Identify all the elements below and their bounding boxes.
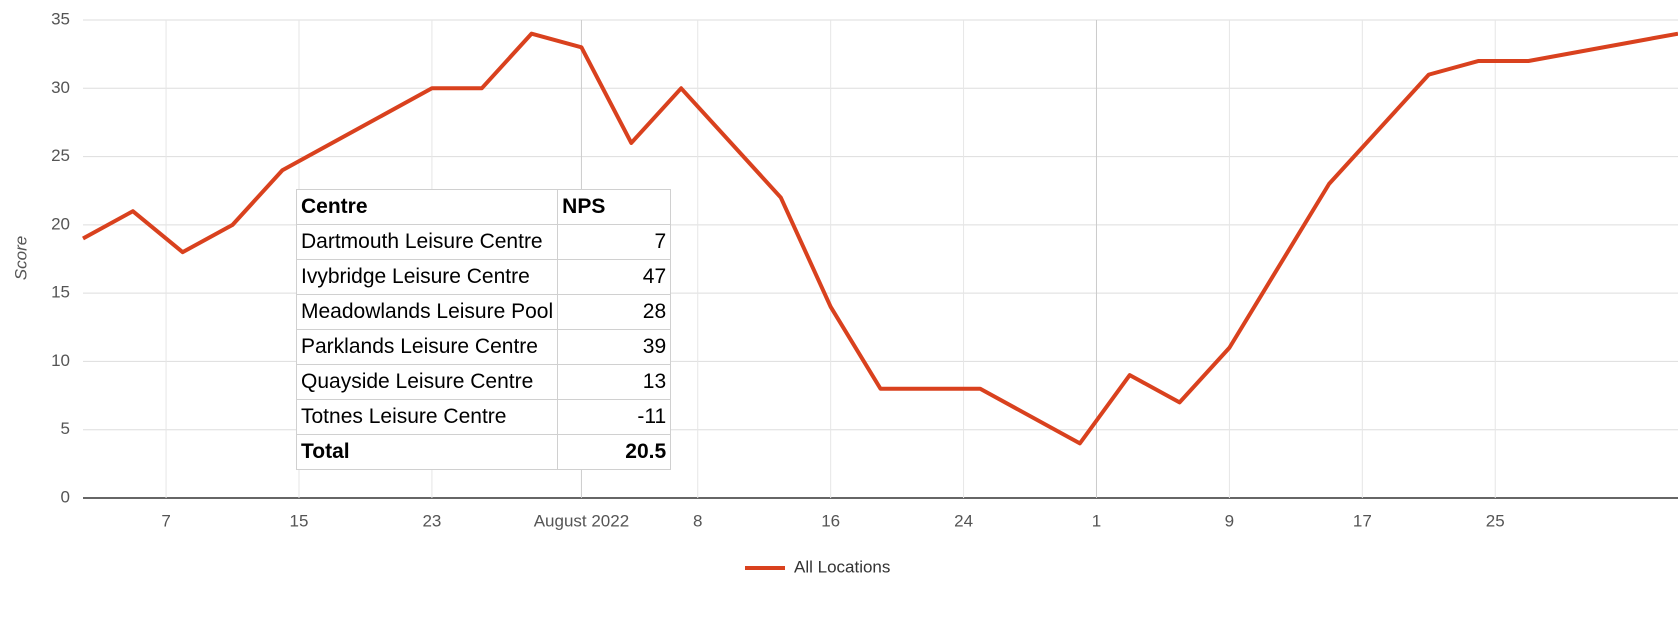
y-tick-label: 20 (51, 214, 70, 233)
y-tick-label: 35 (51, 9, 70, 28)
table-cell: 13 (557, 364, 672, 400)
table-cell: Centre (295, 189, 559, 225)
table-cell: -11 (557, 399, 672, 435)
x-tick-label: 24 (954, 511, 973, 530)
table-cell: 28 (557, 294, 672, 330)
table-cell: Dartmouth Leisure Centre (295, 224, 559, 260)
table-row: Totnes Leisure Centre -11 (295, 399, 672, 435)
table-cell: 39 (557, 329, 672, 365)
table-row: Quayside Leisure Centre 13 (295, 364, 672, 400)
table-cell: Quayside Leisure Centre (295, 364, 559, 400)
y-tick-label: 0 (61, 487, 70, 506)
table-cell: 7 (557, 224, 672, 260)
table-row: Total 20.5 (295, 434, 672, 470)
y-tick-label: 10 (51, 351, 70, 370)
table-cell: Ivybridge Leisure Centre (295, 259, 559, 295)
table-row: Centre NPS (295, 189, 672, 225)
table-cell: Totnes Leisure Centre (295, 399, 559, 435)
legend-label: All Locations (794, 557, 890, 576)
y-tick-label: 5 (61, 419, 70, 438)
table-cell: Parklands Leisure Centre (295, 329, 559, 365)
table-cell: Meadowlands Leisure Pool (295, 294, 559, 330)
x-tick-label: 1 (1092, 511, 1101, 530)
x-tick-label: 16 (821, 511, 840, 530)
table-row: Dartmouth Leisure Centre 7 (295, 224, 672, 260)
x-tick-label: 9 (1225, 511, 1234, 530)
nps-table: Centre NPS Dartmouth Leisure Centre 7 Ivybri… (295, 189, 672, 470)
x-tick-label: 17 (1353, 511, 1372, 530)
y-axis-label: Score (11, 236, 30, 280)
table-row: Meadowlands Leisure Pool 28 (295, 294, 672, 330)
table-row: Ivybridge Leisure Centre 47 (295, 259, 672, 295)
x-tick-label: August 2022 (534, 511, 629, 530)
x-tick-label: 25 (1486, 511, 1505, 530)
y-tick-label: 25 (51, 146, 70, 165)
data-line (82, 31, 1678, 446)
table-cell: 47 (557, 259, 672, 295)
x-tick-label: 8 (693, 511, 702, 530)
x-tick-label: 15 (290, 511, 309, 530)
x-tick-label: 7 (161, 511, 170, 530)
table-cell: NPS (557, 189, 672, 225)
table-cell: 20.5 (557, 434, 672, 470)
y-tick-label: 30 (51, 78, 70, 97)
y-tick-label: 15 (51, 283, 70, 302)
table-cell: Total (295, 434, 559, 470)
x-tick-label: 23 (422, 511, 441, 530)
table-row: Parklands Leisure Centre 39 (295, 329, 672, 365)
